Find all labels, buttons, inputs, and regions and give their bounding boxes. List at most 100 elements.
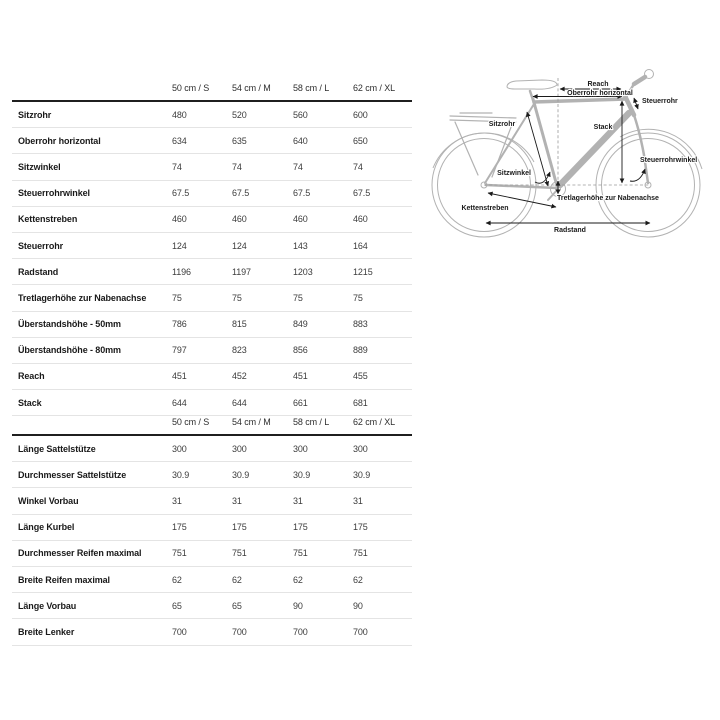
cell-value: 797 — [172, 345, 187, 356]
cell-value: 300 — [232, 443, 247, 454]
cell-value: 31 — [293, 495, 303, 506]
cell-value: 124 — [232, 240, 247, 251]
table-row: Steuerrohr 124 124 143 164 — [12, 233, 412, 260]
bike-diagram: Reach Oberrohr horizontal Steuerrohr Sit… — [431, 69, 703, 238]
table-row: Oberrohr horizontal 634 635 640 650 — [12, 128, 412, 155]
row-label: Durchmesser Sattelstütze — [18, 469, 127, 480]
cell-value: 74 — [353, 161, 363, 172]
cell-value: 300 — [353, 443, 368, 454]
row-label: Sitzwinkel — [18, 161, 61, 172]
cell-value: 849 — [293, 319, 308, 330]
row-label: Durchmesser Reifen maximal — [18, 548, 142, 559]
cell-value: 661 — [293, 397, 308, 408]
cell-value: 700 — [232, 626, 247, 637]
cell-value: 31 — [353, 495, 363, 506]
cell-value: 451 — [293, 371, 308, 382]
cell-value: 65 — [232, 600, 242, 611]
cell-value: 62 — [293, 574, 303, 585]
cell-value: 62 — [353, 574, 363, 585]
cell-value: 460 — [232, 214, 247, 225]
table-row: Steuerrohrwinkel 67.5 67.5 67.5 67.5 — [12, 181, 412, 207]
table-row: Kettenstreben 460 460 460 460 — [12, 207, 412, 233]
cell-value: 856 — [293, 345, 308, 356]
cell-value: 644 — [172, 397, 187, 408]
cell-value: 74 — [293, 161, 303, 172]
cell-value: 67.5 — [172, 188, 190, 199]
row-label: Sitzrohr — [18, 109, 52, 120]
front-fender-icon — [619, 128, 703, 170]
saddle-icon — [506, 79, 558, 102]
cell-value: 175 — [232, 522, 247, 533]
column-header: 50 cm / S — [172, 417, 210, 427]
cell-value: 452 — [232, 371, 247, 382]
cell-value: 786 — [172, 319, 187, 330]
cell-value: 815 — [232, 319, 247, 330]
column-header: 58 cm / L — [293, 417, 330, 427]
table-row: Stack 644 644 661 681 — [12, 390, 412, 417]
table-row: Durchmesser Sattelstütze 30.9 30.9 30.9 30.9 — [12, 462, 412, 489]
column-header: 54 cm / M — [232, 417, 271, 427]
cell-value: 635 — [232, 135, 247, 146]
cell-value: 175 — [353, 522, 368, 533]
cell-value: 1196 — [172, 266, 191, 277]
cell-value: 560 — [293, 109, 308, 120]
rear-rack-icon — [449, 112, 517, 178]
table-header-row: 50 cm / S 54 cm / M 58 cm / L 62 cm / XL — [12, 76, 412, 102]
diagram-label-oberrohr: Oberrohr horizontal — [567, 90, 633, 97]
cell-value: 90 — [293, 600, 303, 611]
cell-value: 124 — [172, 240, 187, 251]
diagram-label-stack: Stack — [594, 124, 613, 131]
table-row: Sitzwinkel 74 74 74 74 — [12, 154, 412, 181]
cell-value: 67.5 — [293, 188, 311, 199]
cell-value: 175 — [172, 522, 187, 533]
cell-value: 67.5 — [353, 188, 371, 199]
cell-value: 74 — [232, 161, 242, 172]
row-label: Länge Vorbau — [18, 600, 77, 611]
diagram-label-kettenstreben: Kettenstreben — [461, 205, 508, 212]
diagram-label-tretlager: Tretlagerhöhe zur Nabenachse — [557, 195, 659, 202]
cell-value: 751 — [293, 548, 308, 559]
cell-value: 30.9 — [172, 469, 190, 480]
table-row: Reach 451 452 451 455 — [12, 364, 412, 391]
diagram-label-steuerrohr: Steuerrohr — [642, 98, 678, 105]
cell-value: 700 — [172, 626, 187, 637]
cell-value: 520 — [232, 109, 247, 120]
cell-value: 889 — [353, 345, 368, 356]
kettenstreben-arrow — [487, 191, 557, 209]
cell-value: 175 — [293, 522, 308, 533]
table-header-row: 50 cm / S 54 cm / M 58 cm / L 62 cm / XL — [12, 410, 412, 436]
cell-value: 460 — [172, 214, 187, 225]
table-row: Winkel Vorbau 31 31 31 31 — [12, 488, 412, 515]
cell-value: 300 — [293, 443, 308, 454]
cell-value: 1215 — [353, 266, 373, 277]
cell-value: 650 — [353, 135, 368, 146]
cell-value: 62 — [172, 574, 182, 585]
row-label: Breite Reifen maximal — [18, 574, 110, 585]
row-label: Reach — [18, 371, 45, 382]
table-row: Überstandshöhe - 80mm 797 823 856 889 — [12, 338, 412, 364]
cell-value: 75 — [232, 292, 242, 303]
table-row: Länge Kurbel 175 175 175 175 — [12, 515, 412, 541]
table-row: Sitzrohr 480 520 560 600 — [12, 102, 412, 129]
cell-value: 455 — [353, 371, 368, 382]
cell-value: 480 — [172, 109, 187, 120]
cell-value: 634 — [172, 135, 187, 146]
cell-value: 600 — [353, 109, 368, 120]
table-row: Durchmesser Reifen maximal 751 751 751 751 — [12, 541, 412, 567]
cell-value: 65 — [172, 600, 182, 611]
row-label: Oberrohr horizontal — [18, 135, 101, 146]
cell-value: 1203 — [293, 266, 313, 277]
row-label: Tretlagerhöhe zur Nabenachse — [18, 292, 147, 303]
fork-icon — [632, 113, 650, 185]
cell-value: 30.9 — [232, 469, 250, 480]
table-row: Länge Sattelstütze 300 300 300 300 — [12, 436, 412, 463]
cell-value: 164 — [353, 240, 368, 251]
row-label: Breite Lenker — [18, 626, 75, 637]
column-header: 54 cm / M — [232, 83, 271, 93]
rear-fender-icon — [432, 132, 535, 169]
cell-value: 451 — [172, 371, 187, 382]
diagram-label-radstand: Radstand — [554, 227, 586, 234]
table-row: Radstand 1196 1197 1203 1215 — [12, 259, 412, 286]
cell-value: 700 — [293, 626, 308, 637]
